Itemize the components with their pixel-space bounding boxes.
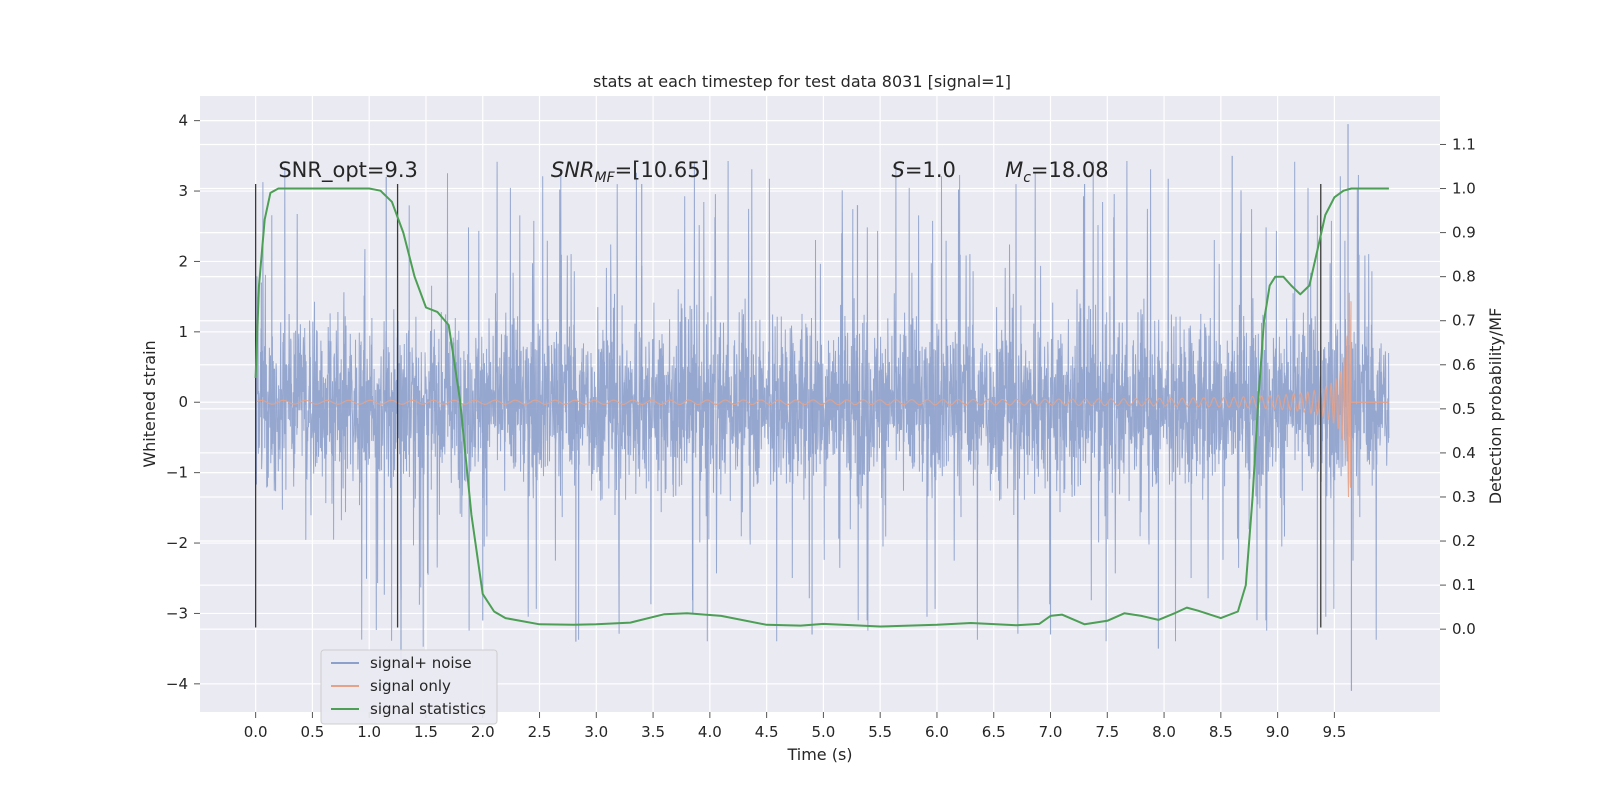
x-tick-label: 1.0 — [357, 723, 381, 741]
signal-statistics-series — [254, 187, 1389, 628]
x-tick-label: 3.5 — [641, 723, 665, 741]
y2-tick-label: 0.2 — [1452, 532, 1476, 550]
y2-tick-label: 0.9 — [1452, 224, 1476, 242]
y2-tick-label: 0.3 — [1452, 488, 1476, 506]
y-tick-label: 2 — [178, 252, 188, 270]
annotation-snr-opt: SNR_opt=9.3 — [278, 158, 418, 183]
x-axis: 0.0 0.5 1.0 1.5 2.0 2.5 3.0 3.5 4.0 4.5 5.0 5.5 6.0 6… — [244, 712, 1346, 741]
y2-tick-label: 1.1 — [1452, 135, 1476, 153]
y-tick-label: −4 — [166, 675, 188, 693]
y-tick-label: 4 — [178, 112, 188, 130]
x-tick-label: 1.5 — [414, 723, 438, 741]
y2-tick-label: 0.1 — [1452, 576, 1476, 594]
annotation-main: SNR_opt=9.3 — [278, 158, 418, 183]
annotation-subscript: c — [1023, 170, 1031, 186]
vertical-markers — [254, 184, 1322, 628]
annotation-main: SNR — [551, 158, 595, 182]
y-axis-left: −4 −3 −2 −1 0 1 2 3 4 — [166, 112, 200, 693]
y-tick-label: 3 — [178, 182, 188, 200]
legend-label-signal-plus-noise: signal+ noise — [370, 654, 472, 672]
annotation-value: =1.0 — [905, 158, 956, 182]
annotation-subscript: MF — [595, 170, 616, 186]
chart-title: stats at each timestep for test data 803… — [593, 72, 1011, 91]
y-tick-label: −1 — [166, 464, 188, 482]
annotation-value: =[10.65] — [615, 158, 709, 182]
signal-only-series — [255, 292, 1389, 498]
y2-axis-label: Detection probability/MF — [1486, 308, 1505, 505]
x-tick-label: 0.0 — [244, 723, 268, 741]
x-tick-label: 5.5 — [868, 723, 892, 741]
x-tick-label: 9.5 — [1322, 723, 1346, 741]
signal-plus-noise-line — [255, 160, 1390, 647]
y-axis-right: 0.0 0.1 0.2 0.3 0.4 0.5 0.6 0.7 0.8 0.9 1.0 1.1 — [1440, 135, 1476, 638]
x-tick-label: 3.0 — [584, 723, 608, 741]
y-tick-label: 0 — [178, 393, 188, 411]
y2-tick-label: 0.8 — [1452, 268, 1476, 286]
y-tick-label: 1 — [178, 323, 188, 341]
x-tick-label: 7.0 — [1039, 723, 1063, 741]
x-tick-label: 4.0 — [698, 723, 722, 741]
annotations: SNR_opt=9.3 SNRMF=[10.65] S=1.0 Mc=18.08 — [278, 158, 1108, 186]
x-tick-label: 0.5 — [300, 723, 324, 741]
annotation-snr-mf: SNRMF=[10.65] — [551, 158, 709, 186]
x-tick-label: 2.5 — [528, 723, 552, 741]
y2-tick-label: 0.6 — [1452, 356, 1476, 374]
x-tick-label: 4.5 — [755, 723, 779, 741]
signal-only-line — [255, 292, 1352, 498]
y2-tick-label: 0.7 — [1452, 312, 1476, 330]
annotation-main: M — [1005, 158, 1023, 182]
x-tick-label: 5.0 — [811, 723, 835, 741]
y-tick-label: −2 — [166, 534, 188, 552]
annotation-main: S — [892, 158, 905, 182]
legend-label-signal-statistics: signal statistics — [370, 700, 486, 718]
x-tick-label: 8.5 — [1209, 723, 1233, 741]
x-tick-label: 2.0 — [471, 723, 495, 741]
legend-label-signal-only: signal only — [370, 677, 451, 695]
x-tick-label: 6.0 — [925, 723, 949, 741]
y2-tick-label: 0.4 — [1452, 444, 1476, 462]
legend: signal+ noise signal only signal statist… — [320, 649, 498, 725]
annotation-chirp-mass: Mc=18.08 — [1005, 158, 1109, 186]
x-tick-label: 8.0 — [1152, 723, 1176, 741]
annotation-value: =18.08 — [1031, 158, 1109, 182]
x-tick-label: 9.0 — [1266, 723, 1290, 741]
x-tick-label: 6.5 — [982, 723, 1006, 741]
annotation-s-value: S=1.0 — [892, 158, 956, 182]
y-tick-label: −3 — [166, 604, 188, 622]
x-axis-label: Time (s) — [786, 745, 852, 764]
signal-statistics-line — [254, 187, 1389, 628]
y2-tick-label: 0.0 — [1452, 620, 1476, 638]
y-axis-label: Whitened strain — [140, 340, 159, 467]
legend-box — [320, 649, 498, 725]
signal-plus-noise-series — [255, 124, 1390, 691]
y2-tick-label: 1.0 — [1452, 180, 1476, 198]
x-tick-label: 7.5 — [1095, 723, 1119, 741]
y2-tick-label: 0.5 — [1452, 400, 1476, 418]
